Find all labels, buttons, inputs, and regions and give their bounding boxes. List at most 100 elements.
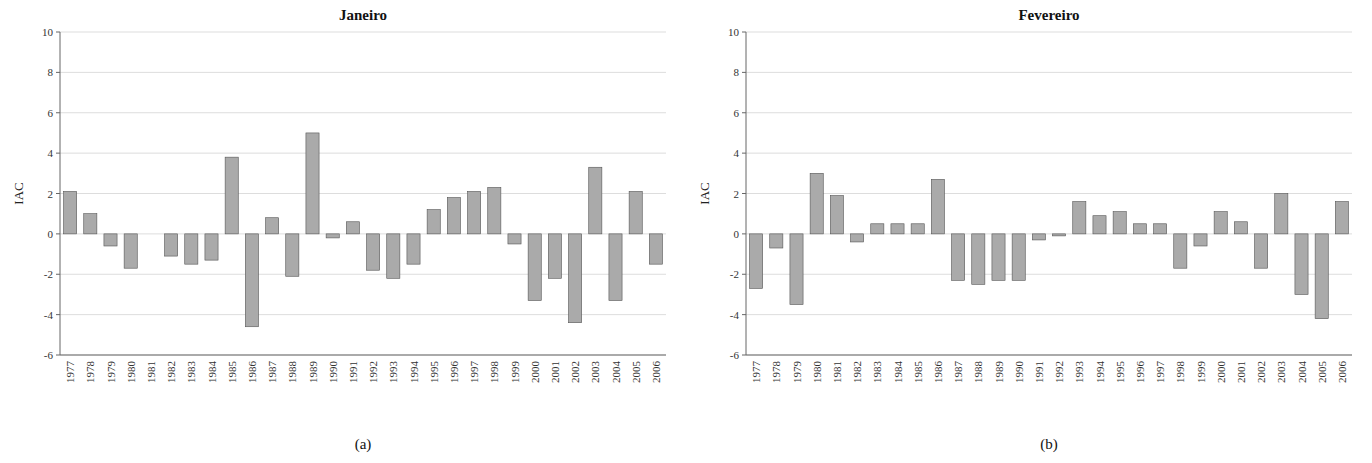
tick-label: 8 bbox=[48, 66, 54, 78]
category-label: 1988 bbox=[286, 361, 298, 384]
bar bbox=[407, 234, 420, 264]
category-label: 2002 bbox=[569, 361, 581, 383]
category-label: 1988 bbox=[972, 361, 984, 384]
bar bbox=[508, 234, 521, 244]
bar bbox=[64, 191, 77, 233]
tick-mark bbox=[56, 314, 60, 315]
category-label: 1983 bbox=[871, 361, 883, 384]
grid-line bbox=[746, 32, 1352, 33]
grid-line bbox=[746, 355, 1352, 356]
category-label: 1995 bbox=[1114, 361, 1126, 384]
x-axis bbox=[746, 355, 1352, 356]
bar bbox=[124, 234, 137, 268]
grid-line bbox=[60, 72, 666, 73]
bar bbox=[468, 191, 481, 233]
category-label: 1990 bbox=[1013, 360, 1025, 383]
title: Fevereiro bbox=[1018, 7, 1079, 23]
bar bbox=[346, 222, 359, 234]
category-label: 1990 bbox=[327, 361, 339, 384]
tick-label: 2 bbox=[734, 188, 740, 200]
bar bbox=[1032, 234, 1045, 240]
bar bbox=[952, 234, 965, 280]
category-label: 1980 bbox=[125, 361, 137, 384]
bar bbox=[609, 234, 622, 301]
category-label: 1996 bbox=[1134, 361, 1146, 384]
tick-mark bbox=[742, 314, 746, 315]
bar bbox=[548, 234, 561, 278]
panel-label: (b) bbox=[1040, 436, 1058, 453]
category-label: 1997 bbox=[1154, 361, 1166, 384]
bar bbox=[286, 234, 299, 276]
y-axis-label: IAC bbox=[697, 182, 712, 204]
grid-line bbox=[746, 314, 1352, 315]
bar bbox=[992, 234, 1005, 280]
title: Janeiro bbox=[339, 7, 387, 23]
bar bbox=[871, 224, 884, 234]
bar bbox=[1214, 212, 1227, 234]
bar bbox=[1113, 212, 1126, 234]
bar bbox=[1234, 222, 1247, 234]
tick-mark bbox=[56, 153, 60, 154]
bar bbox=[266, 218, 279, 234]
tick-mark bbox=[742, 233, 746, 234]
category-label: 1987 bbox=[952, 361, 964, 384]
tick-mark bbox=[56, 274, 60, 275]
category-label: 1984 bbox=[892, 361, 904, 384]
category-label: 1984 bbox=[206, 361, 218, 384]
tick-mark bbox=[56, 32, 60, 33]
bar bbox=[589, 167, 602, 234]
grid-line bbox=[60, 355, 666, 356]
bar bbox=[830, 196, 843, 234]
tick-mark bbox=[742, 274, 746, 275]
tick-label: 10 bbox=[42, 26, 54, 38]
tick-label: 6 bbox=[734, 107, 740, 119]
category-label: 2006 bbox=[1336, 361, 1348, 384]
grid-line bbox=[746, 112, 1352, 113]
category-label: 1989 bbox=[307, 361, 319, 384]
tick-label: -6 bbox=[730, 349, 740, 361]
bar bbox=[326, 234, 339, 238]
bar bbox=[1335, 202, 1348, 234]
tick-label: 8 bbox=[734, 66, 740, 78]
category-label: 2002 bbox=[1255, 361, 1267, 383]
category-label: 2000 bbox=[1215, 361, 1227, 384]
bar bbox=[1315, 234, 1328, 319]
category-label: 1998 bbox=[1174, 361, 1186, 384]
bar bbox=[245, 234, 258, 327]
category-label: 2004 bbox=[610, 361, 622, 384]
bar bbox=[891, 224, 904, 234]
category-label: 2004 bbox=[1296, 361, 1308, 384]
tick-mark bbox=[56, 193, 60, 194]
tick-mark bbox=[56, 233, 60, 234]
category-label: 1989 bbox=[993, 361, 1005, 384]
tick-mark bbox=[742, 355, 746, 356]
grid-line bbox=[746, 72, 1352, 73]
category-label: 1992 bbox=[367, 361, 379, 383]
category-label: 1977 bbox=[750, 361, 762, 384]
bar bbox=[1295, 234, 1308, 295]
category-label: 2005 bbox=[1316, 361, 1328, 384]
bar bbox=[488, 187, 501, 233]
category-label: 2005 bbox=[630, 361, 642, 384]
category-label: 2003 bbox=[1275, 361, 1287, 384]
tick-mark bbox=[742, 72, 746, 73]
tick-mark bbox=[56, 72, 60, 73]
bar bbox=[1174, 234, 1187, 268]
bar bbox=[1133, 224, 1146, 234]
category-label: 2000 bbox=[529, 361, 541, 384]
tick-label: 10 bbox=[728, 26, 740, 38]
bar bbox=[1012, 234, 1025, 280]
bar bbox=[205, 234, 218, 260]
bars bbox=[64, 133, 663, 327]
tick-mark bbox=[742, 32, 746, 33]
figure: -6-4-20246810197719781979198019811982198… bbox=[0, 0, 1372, 463]
tick-label: -4 bbox=[730, 309, 740, 321]
panel: -6-4-20246810197719781979198019811982198… bbox=[697, 7, 1353, 453]
tick-label: -2 bbox=[730, 268, 739, 280]
category-label: 1999 bbox=[509, 361, 521, 384]
bar bbox=[790, 234, 803, 305]
bar bbox=[851, 234, 864, 242]
tick-mark bbox=[742, 193, 746, 194]
bar bbox=[225, 157, 238, 234]
category-label: 1991 bbox=[1033, 361, 1045, 383]
